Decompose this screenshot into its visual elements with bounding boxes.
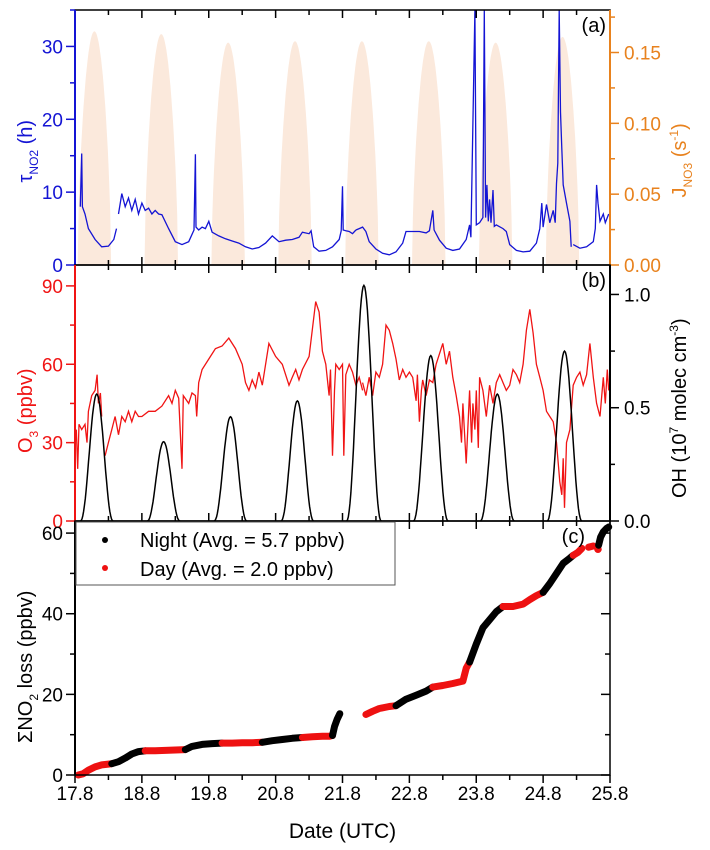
legend-box (75, 521, 396, 586)
x-tick-label: 17.8 (57, 784, 94, 805)
o3-line (74, 374, 103, 469)
night-points (539, 551, 577, 596)
oh-day-curve (546, 349, 583, 522)
y-tick-label: 0 (52, 766, 63, 787)
panel-a-y-left-label: τNO2 (h) (15, 120, 41, 183)
x-axis-label: Date (UTC) (289, 820, 396, 843)
jno3-day-area (278, 41, 312, 266)
panel-c-y-left-label: ΣNO2 loss (ppbv) (15, 591, 41, 743)
night-points (258, 734, 306, 746)
night-points (392, 683, 437, 710)
y-tick-label: 0.5 (624, 399, 650, 420)
tau-no2-line (572, 184, 610, 249)
legend-night-label: Night (Avg. = 5.7 ppbv) (140, 530, 345, 552)
legend-day-marker (102, 565, 108, 571)
y-tick-label: 0 (52, 256, 63, 277)
y-tick-label: 0 (52, 512, 63, 533)
panel-b-y-left-label: O3 (ppbv) (15, 369, 41, 454)
y-tick-label: 40 (42, 605, 63, 626)
x-tick-label: 20.8 (257, 784, 294, 805)
panel-b-y-right-label: OH (107 molec cm-3) (667, 318, 691, 498)
y-tick-label: 60 (42, 355, 63, 376)
panel-b-right-axis: 0.0 0.5 1.0 (609, 265, 650, 533)
panel-c-left-axis: 0 20 40 60 (42, 521, 76, 787)
jno3-day-area (412, 41, 446, 266)
o3-series (74, 301, 610, 508)
day-points (74, 760, 116, 779)
x-tick-labels: 17.8 18.8 19.8 20.8 21.8 22.8 23.8 24.8 25.8 (57, 784, 629, 805)
panel-b-x-ticks (74, 265, 611, 521)
oh-series (79, 283, 583, 522)
y-tick-label: 30 (42, 37, 63, 58)
y-tick-label: 1.0 (624, 285, 650, 306)
jno3-day-area (211, 42, 245, 265)
jno3-day-area (144, 34, 178, 265)
night-points (595, 523, 613, 549)
jno3-day-area (345, 41, 379, 266)
oh-day-curve (280, 399, 315, 522)
day-points (298, 732, 336, 741)
day-points (429, 658, 474, 691)
y-tick-label: 0.00 (624, 256, 661, 277)
oh-day-curve (79, 393, 114, 522)
x-tick-label: 24.8 (525, 784, 562, 805)
x-tick-label: 25.8 (592, 784, 629, 805)
panel-c-right-axis (601, 532, 610, 776)
day-points (499, 588, 547, 610)
y-tick-label: 0.0 (624, 512, 650, 533)
oh-day-curve (479, 393, 515, 522)
night-points (329, 710, 344, 739)
panel-a-x-ticks (74, 10, 611, 265)
night-points (108, 747, 149, 768)
y-tick-label: 60 (42, 524, 63, 545)
night-points (181, 739, 226, 754)
panel-a-y-right-label: JNO3 (s-1) (667, 123, 695, 197)
y-tick-label: 10 (42, 183, 63, 204)
x-tick-label: 18.8 (123, 784, 160, 805)
legend-day-label: Day (Avg. = 2.0 ppbv) (140, 559, 334, 581)
o3-line (361, 309, 610, 508)
day-points (218, 738, 266, 747)
x-tick-label: 23.8 (458, 784, 495, 805)
cumulative-loss-series (74, 523, 613, 779)
y-tick-label: 90 (42, 277, 63, 298)
legend: Night (Avg. = 5.7 ppbv) Day (Avg. = 2.0 … (75, 521, 396, 586)
day-points (585, 542, 597, 551)
panel-a-right-axis: 0.00 0.05 0.10 0.15 (609, 10, 661, 277)
y-tick-label: 30 (42, 434, 63, 455)
oh-day-curve (412, 354, 449, 522)
oh-day-curve (345, 283, 382, 522)
y-tick-label: 0.05 (624, 185, 661, 206)
panel-c: 0 20 40 60 (c) ΣNO2 loss (ppbv) Night (Avg.… (15, 520, 613, 787)
x-tick-label: 19.8 (190, 784, 227, 805)
panel-b: 0 30 60 90 0.0 0.5 1.0 (b) O3 (ppbv) OH (107 … (15, 264, 691, 533)
panel-a-left-axis: 0 10 20 30 (42, 9, 76, 277)
day-points (362, 702, 400, 718)
panel-b-label: (b) (582, 270, 606, 292)
oh-day-curve (213, 415, 248, 522)
day-points (569, 544, 586, 559)
o3-line (104, 301, 364, 469)
tau-no2-line (79, 153, 118, 248)
panel-c-label: (c) (562, 526, 585, 548)
day-points (141, 746, 189, 755)
panel-b-left-axis: 0 30 60 90 (42, 265, 76, 533)
panel-a-label: (a) (582, 15, 606, 37)
y-tick-label: 0.10 (624, 114, 661, 135)
oh-day-curve (146, 440, 181, 522)
legend-night-marker (102, 537, 108, 543)
y-tick-label: 20 (42, 110, 63, 131)
jno3-day-area (77, 31, 112, 266)
y-tick-label: 0.15 (624, 44, 661, 65)
tau-no2-line (117, 154, 357, 252)
tau-no2-series (79, 9, 610, 256)
y-tick-label: 20 (42, 685, 63, 706)
tau-no2-line (355, 9, 572, 256)
x-tick-label: 22.8 (391, 784, 428, 805)
x-tick-label: 21.8 (324, 784, 361, 805)
panel-a: 0 10 20 30 0.00 0.05 0.10 0.15 (a) τNO2 (h) JN… (15, 9, 695, 277)
night-points (466, 603, 507, 666)
